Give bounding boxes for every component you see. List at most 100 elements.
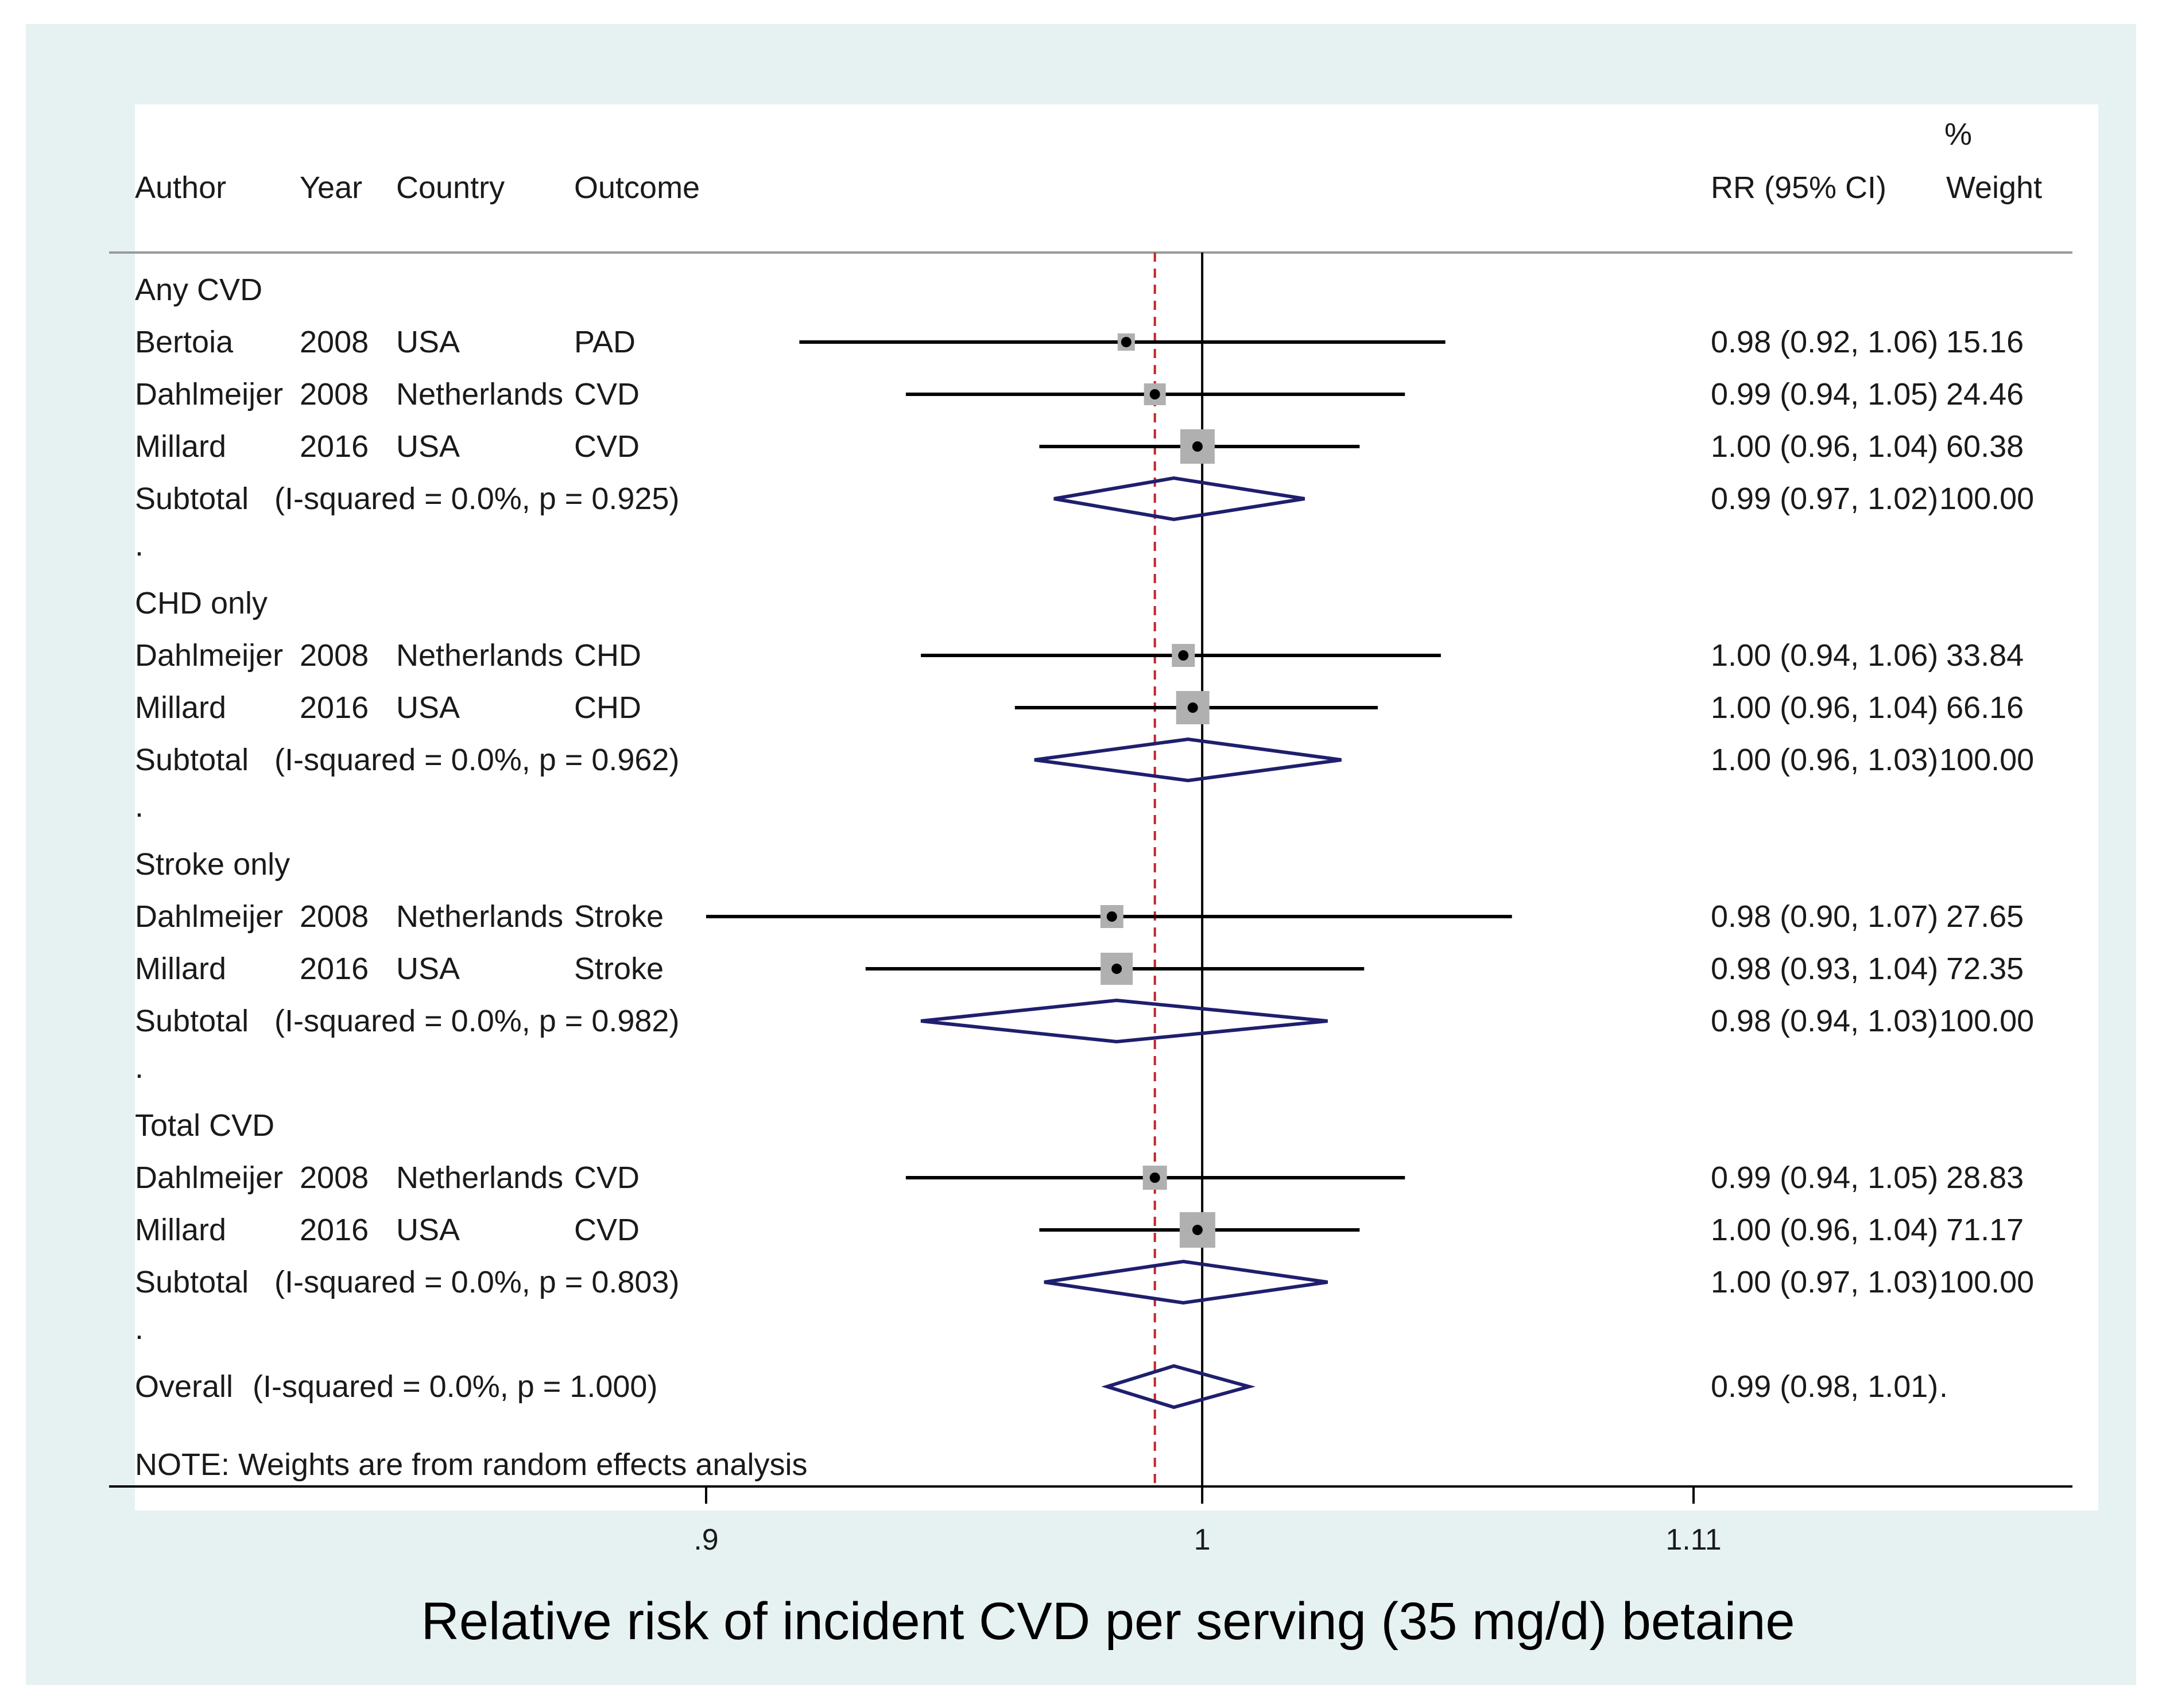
study-year: 2008 bbox=[300, 638, 369, 673]
x-tick-label: 1.11 bbox=[1665, 1523, 1721, 1556]
x-tick-label: .9 bbox=[693, 1523, 718, 1556]
subtotal-heterogeneity: (I-squared = 0.0%, p = 0.962) bbox=[274, 743, 679, 777]
study-year: 2016 bbox=[300, 952, 369, 986]
weight-value: 60.38 bbox=[1946, 429, 2024, 464]
row-study: Dahlmeijer 2008 Netherlands CVD 0.99 (0.94, … bbox=[135, 1160, 2024, 1195]
study-year: 2008 bbox=[300, 377, 369, 412]
study-country: Netherlands bbox=[396, 899, 563, 934]
weight-value: 100.00 bbox=[1939, 1265, 2034, 1299]
point-estimate bbox=[1149, 389, 1160, 399]
point-estimate bbox=[1192, 1225, 1203, 1235]
study-author: Dahlmeijer bbox=[135, 1160, 283, 1195]
header-outcome: Outcome bbox=[574, 170, 700, 205]
plot-panel bbox=[135, 104, 2098, 1511]
spacer-dot: . bbox=[135, 1311, 144, 1346]
study-author: Dahlmeijer bbox=[135, 899, 283, 934]
group-label: CHD only bbox=[135, 586, 268, 620]
overall-heterogeneity: (I-squared = 0.0%, p = 1.000) bbox=[253, 1369, 657, 1404]
study-country: USA bbox=[396, 690, 460, 725]
rr-ci-value: 0.99 (0.94, 1.05) bbox=[1711, 1160, 1938, 1195]
row-group: Stroke only bbox=[135, 847, 290, 882]
weight-value: 15.16 bbox=[1946, 325, 2024, 359]
study-author: Millard bbox=[135, 429, 226, 464]
weight-value: . bbox=[1939, 1369, 1948, 1404]
header-rr: RR (95% CI) bbox=[1711, 170, 1886, 205]
row-study: Bertoia 2008 USA PAD 0.98 (0.92, 1.06) 15.16 bbox=[135, 325, 2024, 359]
row-subtotal: Subtotal (I-squared = 0.0%, p = 0.925) 0.9… bbox=[135, 476, 2034, 522]
study-author: Millard bbox=[135, 952, 226, 986]
rr-ci-value: 0.99 (0.97, 1.02) bbox=[1711, 482, 1938, 516]
x-axis: .9 1 1.11 bbox=[109, 1485, 2072, 1556]
point-estimate bbox=[1111, 964, 1122, 974]
row-group: CHD only bbox=[135, 586, 268, 620]
study-country: Netherlands bbox=[396, 377, 563, 412]
study-country: Netherlands bbox=[396, 638, 563, 673]
header-weight: Weight bbox=[1946, 170, 2042, 205]
header-year: Year bbox=[300, 170, 362, 205]
x-tick-label: 1 bbox=[1194, 1523, 1211, 1556]
study-author: Millard bbox=[135, 690, 226, 725]
rr-ci-value: 1.00 (0.96, 1.04) bbox=[1711, 690, 1938, 725]
weight-value: 66.16 bbox=[1946, 690, 2024, 725]
header-author: Author bbox=[135, 170, 226, 205]
study-country: USA bbox=[396, 429, 460, 464]
point-estimate bbox=[1187, 702, 1198, 713]
group-label: Total CVD bbox=[135, 1108, 274, 1143]
study-author: Bertoia bbox=[135, 325, 234, 359]
subtotal-diamond bbox=[1044, 1259, 1328, 1305]
study-author: Millard bbox=[135, 1213, 226, 1247]
study-country: USA bbox=[396, 325, 460, 359]
point-estimate bbox=[1192, 441, 1203, 452]
study-author: Dahlmeijer bbox=[135, 377, 283, 412]
study-country: USA bbox=[396, 952, 460, 986]
weight-value: 28.83 bbox=[1946, 1160, 2024, 1195]
point-estimate bbox=[1178, 650, 1189, 661]
subtotal-label: Subtotal bbox=[135, 482, 249, 516]
study-outcome: CHD bbox=[574, 690, 641, 725]
rr-ci-value: 0.99 (0.98, 1.01) bbox=[1711, 1369, 1938, 1404]
weight-value: 71.17 bbox=[1946, 1213, 2024, 1247]
study-year: 2016 bbox=[300, 1213, 369, 1247]
row-study: Dahlmeijer 2008 Netherlands CHD 1.00 (0.94, … bbox=[135, 638, 2024, 673]
row-spacer: . bbox=[135, 1311, 144, 1346]
study-outcome: CVD bbox=[574, 1160, 640, 1195]
group-label: Any CVD bbox=[135, 273, 262, 307]
header-weight-pct: % bbox=[1944, 117, 1972, 152]
study-year: 2008 bbox=[300, 325, 369, 359]
rr-ci-value: 0.98 (0.92, 1.06) bbox=[1711, 325, 1938, 359]
subtotal-diamond bbox=[1053, 476, 1305, 522]
rr-ci-value: 1.00 (0.96, 1.03) bbox=[1711, 743, 1938, 777]
note-text: NOTE: Weights are from random effects an… bbox=[135, 1447, 807, 1482]
weight-value: 100.00 bbox=[1939, 1004, 2034, 1038]
row-subtotal: Subtotal (I-squared = 0.0%, p = 0.982) 0.9… bbox=[135, 998, 2034, 1044]
row-study: Dahlmeijer 2008 Netherlands Stroke 0.98 (0.9… bbox=[135, 899, 2024, 934]
group-label: Stroke only bbox=[135, 847, 290, 882]
weight-value: 72.35 bbox=[1946, 952, 2024, 986]
rr-ci-value: 0.98 (0.90, 1.07) bbox=[1711, 899, 1938, 934]
row-subtotal: Subtotal (I-squared = 0.0%, p = 0.962) 1.0… bbox=[135, 737, 2034, 783]
rr-ci-value: 0.98 (0.93, 1.04) bbox=[1711, 952, 1938, 986]
subtotal-heterogeneity: (I-squared = 0.0%, p = 0.982) bbox=[274, 1004, 679, 1038]
spacer-dot: . bbox=[135, 1050, 144, 1085]
study-outcome: Stroke bbox=[574, 899, 664, 934]
point-estimate bbox=[1121, 337, 1132, 347]
row-subtotal: Subtotal (I-squared = 0.0%, p = 0.803) 1.0… bbox=[135, 1259, 2034, 1305]
rr-ci-value: 1.00 (0.96, 1.04) bbox=[1711, 1213, 1938, 1247]
row-spacer: . bbox=[135, 528, 144, 562]
figure-background bbox=[26, 24, 2136, 1685]
row-group: Any CVD bbox=[135, 273, 262, 307]
study-country: Netherlands bbox=[396, 1160, 563, 1195]
row-study: Millard 2016 USA CHD 1.00 (0.96, 1.04) 66.16 bbox=[135, 690, 2024, 725]
row-overall: Overall (I-squared = 0.0%, p = 1.000) 0.99… bbox=[135, 1364, 1948, 1410]
subtotal-heterogeneity: (I-squared = 0.0%, p = 0.925) bbox=[274, 482, 679, 516]
subtotal-label: Subtotal bbox=[135, 1004, 249, 1038]
subtotal-diamond bbox=[1034, 737, 1342, 783]
study-outcome: Stroke bbox=[574, 952, 664, 986]
study-outcome: CVD bbox=[574, 377, 640, 412]
study-author: Dahlmeijer bbox=[135, 638, 283, 673]
weight-value: 24.46 bbox=[1946, 377, 2024, 412]
subtotal-heterogeneity: (I-squared = 0.0%, p = 0.803) bbox=[274, 1265, 679, 1299]
rr-ci-value: 1.00 (0.96, 1.04) bbox=[1711, 429, 1938, 464]
weight-value: 100.00 bbox=[1939, 743, 2034, 777]
spacer-dot: . bbox=[135, 528, 144, 562]
